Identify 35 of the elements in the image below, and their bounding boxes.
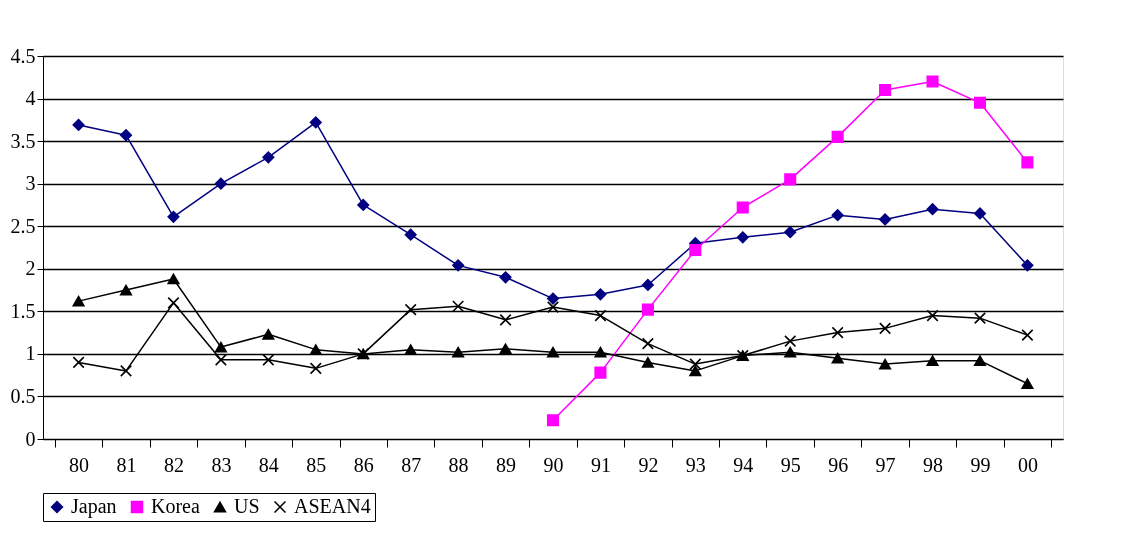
x-tick-label: 94 [733,453,754,476]
x-tick-label: 82 [163,453,184,476]
x-tick-label: 83 [211,453,232,476]
x-tick-label: 96 [828,453,849,476]
x-tick-label: 93 [685,453,706,476]
y-tick-label: 4 [25,87,36,110]
x-tick-label: 91 [590,453,611,476]
y-tick-label: 0.5 [10,384,36,407]
x-tick-label: 97 [875,453,896,476]
legend-label: US [234,495,260,517]
x-tick-label: 80 [69,453,90,476]
y-tick-label: 3.5 [10,129,36,152]
x-tick-label: 81 [116,453,137,476]
x-tick-label: 92 [638,453,659,476]
legend-label: Korea [151,495,200,517]
y-tick-label: 4.5 [10,44,36,67]
y-tick-label: 2 [25,257,36,280]
y-tick-label: 3 [25,172,36,195]
x-tick-label: 98 [923,453,944,476]
x-tick-label: 84 [258,453,279,476]
x-tick-label: 89 [496,453,517,476]
x-tick-label: 99 [970,453,991,476]
y-tick-label: 1.5 [10,299,36,322]
x-tick-label: 00 [1017,453,1038,476]
y-tick-label: 1 [25,342,36,365]
legend-label: Japan [71,495,117,518]
x-tick-label: 95 [780,453,801,476]
legend-label: ASEAN4 [294,495,371,517]
y-tick-label: 2.5 [10,214,36,237]
x-tick-label: 90 [543,453,564,476]
x-tick-label: 87 [401,453,422,476]
x-tick-label: 88 [448,453,469,476]
x-tick-label: 86 [353,453,374,476]
x-tick-label: 85 [306,453,327,476]
y-tick-label: 0 [25,427,36,450]
